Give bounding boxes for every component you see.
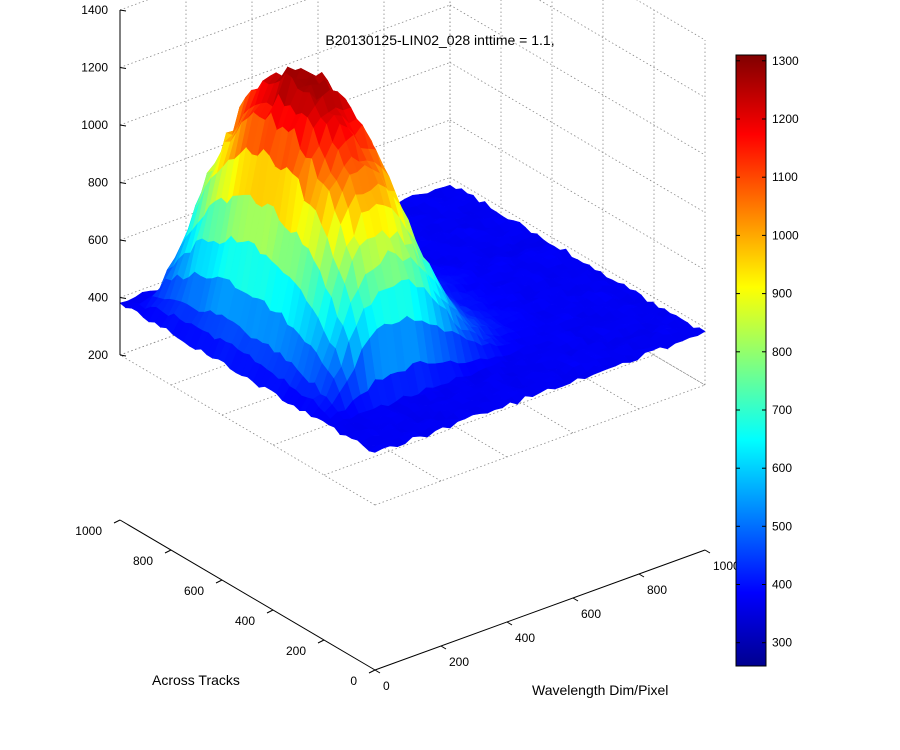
colorbar-tick-label: 300 <box>772 636 792 650</box>
z-tick-label: 1200 <box>81 61 108 75</box>
y-axis-line <box>119 519 376 671</box>
y-tick-mark <box>317 639 325 644</box>
x-axis-line <box>374 549 706 671</box>
z-tick-mark <box>119 239 127 242</box>
y-tick-mark <box>368 669 376 674</box>
surface-cell <box>368 445 384 453</box>
x-tick-mark <box>440 645 447 650</box>
colorbar-tick-label: 400 <box>772 578 792 592</box>
y-tick-label: 0 <box>350 674 357 688</box>
colorbar-tick-label: 1200 <box>772 112 799 126</box>
x-tick-mark <box>506 621 513 626</box>
grid-line <box>449 4 706 156</box>
z-tick-label: 1000 <box>81 118 108 132</box>
x-tick-label: 800 <box>647 583 667 597</box>
x-tick-mark <box>638 573 645 578</box>
z-tick-mark <box>119 297 127 299</box>
z-tick-label: 800 <box>88 176 108 190</box>
x-tick-label: 1000 <box>713 559 740 573</box>
x-tick-mark <box>572 597 579 602</box>
y-tick-mark <box>215 579 223 584</box>
colorbar-tick-label: 1300 <box>772 54 799 68</box>
grid-line <box>538 0 706 98</box>
grid-line <box>185 330 442 482</box>
colorbar: 300 400 500 600 700 800 900 1000 1100 1200 1300 <box>735 54 799 667</box>
y-tick-label: 400 <box>235 614 255 628</box>
z-tick-mark <box>119 67 127 69</box>
grid-line <box>317 282 574 434</box>
y-tick-label: 600 <box>184 584 204 598</box>
z-tick-label: 1400 <box>81 3 108 17</box>
x-tick-label: 0 <box>383 679 390 693</box>
axes-layer: 0 200 400 600 800 1000 0 200 400 600 800 1000 200 400… <box>75 3 740 693</box>
colorbar-tick-label: 600 <box>772 461 792 475</box>
colorbar-gradient <box>735 54 767 667</box>
colorbar-tick-label: 800 <box>772 345 792 359</box>
surface-mesh <box>119 66 706 453</box>
grid-line <box>374 384 706 506</box>
x-tick-mark <box>374 669 381 674</box>
grid-line <box>449 119 706 271</box>
x-axis-label: Wavelength Dim/Pixel <box>532 682 668 698</box>
y-tick-mark <box>266 609 274 614</box>
colorbar-ticks: 300 400 500 600 700 800 900 1000 1100 1200 1300 <box>736 54 799 650</box>
x-tick-label: 400 <box>515 631 535 645</box>
z-tick-mark <box>119 124 127 127</box>
colorbar-tick-label: 900 <box>772 287 792 301</box>
grid-line <box>251 306 508 458</box>
grid-line <box>449 177 706 328</box>
z-tick-label: 600 <box>88 233 108 247</box>
y-tick-label: 800 <box>133 554 153 568</box>
grid-line <box>119 62 451 183</box>
grid-line <box>119 0 149 11</box>
x-tick-mark <box>704 549 711 554</box>
grid-line <box>449 234 706 386</box>
colorbar-tick-label: 1100 <box>772 170 798 184</box>
y-tick-label: 200 <box>286 644 306 658</box>
z-tick-mark <box>119 9 127 12</box>
colorbar-tick-label: 700 <box>772 403 792 417</box>
grid-line <box>119 119 451 241</box>
y-axis-label: Across Tracks <box>152 672 240 688</box>
colorbar-tick-label: 1000 <box>772 228 799 242</box>
grid-line <box>449 62 706 213</box>
z-tick-label: 400 <box>88 291 108 305</box>
grid-line <box>383 258 640 410</box>
grid-line <box>323 354 655 476</box>
y-tick-mark <box>164 549 172 554</box>
grid-line <box>119 4 451 126</box>
z-tick-label: 200 <box>88 348 108 362</box>
x-tick-label: 600 <box>581 607 601 621</box>
colorbar-tick-label: 500 <box>772 519 792 533</box>
grid-line <box>119 354 376 506</box>
plot-title: B20130125-LIN02_028 inttime = 1.1, <box>325 32 554 48</box>
y-tick-label: 1000 <box>75 524 102 538</box>
z-tick-mark <box>119 182 127 184</box>
y-tick-mark <box>113 519 121 524</box>
z-tick-mark <box>119 354 127 357</box>
x-tick-label: 200 <box>449 655 469 669</box>
